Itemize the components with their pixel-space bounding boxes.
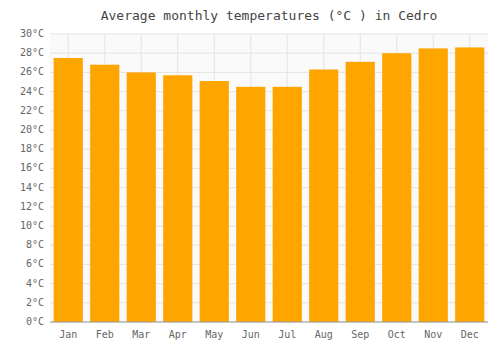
y-tick-label: 14°C xyxy=(20,182,44,193)
title: Average monthly temperatures (°C ) in Ce… xyxy=(101,8,438,23)
x-tick-label: Mar xyxy=(132,329,150,340)
y-tick-label: 10°C xyxy=(20,220,44,231)
bar xyxy=(90,65,119,322)
chart-root: 0°C 2°C 4°C 6°C 8°C 10°C 12°C 14°C 16°C 18°C 20°C 2… xyxy=(0,0,500,350)
y-axis: 0°C 2°C 4°C 6°C 8°C 10°C 12°C 14°C 16°C 18°C 20°C 2… xyxy=(20,28,44,327)
y-tick-label: 2°C xyxy=(26,297,44,308)
bar xyxy=(200,81,229,322)
bar xyxy=(455,47,484,322)
y-tick-label: 22°C xyxy=(20,105,44,116)
x-tick-label: May xyxy=(205,329,223,340)
bar xyxy=(382,53,411,322)
x-tick-label: Jan xyxy=(59,329,77,340)
y-grid-line xyxy=(50,34,488,35)
bar xyxy=(236,87,265,322)
x-tick-label: Dec xyxy=(461,329,479,340)
y-tick-label: 24°C xyxy=(20,86,44,97)
x-axis-line xyxy=(50,322,488,323)
x-tick-label: Oct xyxy=(388,329,406,340)
x-axis: Jan Feb Mar Apr May Jun Jul Aug Sep Oct Nov Dec xyxy=(59,329,479,340)
x-tick-label: Jul xyxy=(278,329,296,340)
x-tick-label: Nov xyxy=(424,329,442,340)
y-tick-label: 4°C xyxy=(26,278,44,289)
y-tick-label: 0°C xyxy=(26,316,44,327)
y-tick-label: 18°C xyxy=(20,143,44,154)
y-tick-label: 16°C xyxy=(20,162,44,173)
chart: 0°C 2°C 4°C 6°C 8°C 10°C 12°C 14°C 16°C 18°C 20°C 2… xyxy=(0,0,500,350)
bar xyxy=(346,62,375,322)
y-tick-label: 28°C xyxy=(20,47,44,58)
x-tick-label: Sep xyxy=(351,329,369,340)
y-grid-line xyxy=(50,322,488,323)
x-tick-label: Aug xyxy=(315,329,333,340)
grid xyxy=(50,34,488,322)
x-tick-label: Feb xyxy=(96,329,114,340)
bars xyxy=(54,47,485,322)
x-tick-label: Apr xyxy=(169,329,187,340)
bar xyxy=(127,72,156,322)
y-tick-label: 26°C xyxy=(20,66,44,77)
y-tick-label: 12°C xyxy=(20,201,44,212)
bar xyxy=(419,48,448,322)
bar xyxy=(54,58,83,322)
plot-background xyxy=(50,34,488,322)
bar xyxy=(163,75,192,322)
x-tick-label: Jun xyxy=(242,329,260,340)
y-tick-label: 8°C xyxy=(26,239,44,250)
y-tick-label: 20°C xyxy=(20,124,44,135)
y-tick-label: 30°C xyxy=(20,28,44,39)
bar xyxy=(309,70,338,322)
y-tick-label: 6°C xyxy=(26,258,44,269)
bar xyxy=(273,87,302,322)
